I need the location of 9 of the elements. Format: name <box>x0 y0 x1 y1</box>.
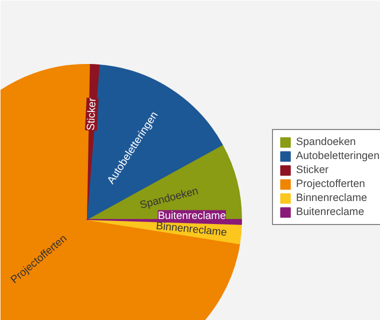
legend-label: Sticker <box>296 164 329 176</box>
legend-label: Spandoeken <box>296 136 356 148</box>
legend-label: Autobeletteringen <box>296 150 380 162</box>
legend-label: Projectofferten <box>296 178 366 190</box>
slice-label: Sticker <box>84 97 99 131</box>
slice-label: Binnenreclame <box>155 220 228 239</box>
slice-label: Buitenreclame <box>158 210 226 222</box>
legend-label: Binnenreclame <box>296 192 368 204</box>
legend-label: Buitenreclame <box>296 206 364 218</box>
